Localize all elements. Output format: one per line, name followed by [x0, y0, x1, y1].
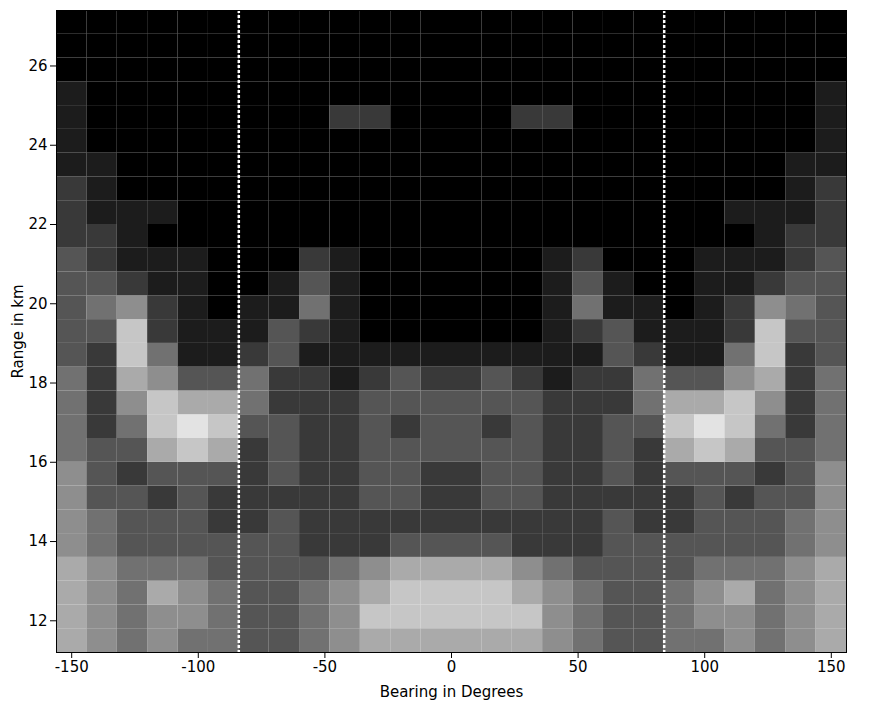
- svg-text:-50: -50: [313, 658, 338, 676]
- svg-text:14: 14: [28, 532, 47, 550]
- svg-text:12: 12: [28, 612, 47, 630]
- svg-text:0: 0: [447, 658, 457, 676]
- svg-text:-150: -150: [55, 658, 89, 676]
- svg-text:50: 50: [569, 658, 588, 676]
- svg-text:100: 100: [690, 658, 719, 676]
- svg-text:150: 150: [817, 658, 846, 676]
- svg-text:18: 18: [28, 374, 47, 392]
- svg-text:-100: -100: [181, 658, 215, 676]
- svg-text:26: 26: [28, 57, 47, 75]
- svg-text:24: 24: [28, 136, 47, 154]
- svg-text:Bearing in Degrees: Bearing in Degrees: [380, 683, 524, 701]
- svg-text:22: 22: [28, 215, 47, 233]
- svg-text:20: 20: [28, 295, 47, 313]
- svg-text:Range in km: Range in km: [9, 284, 27, 378]
- svg-text:16: 16: [28, 453, 47, 471]
